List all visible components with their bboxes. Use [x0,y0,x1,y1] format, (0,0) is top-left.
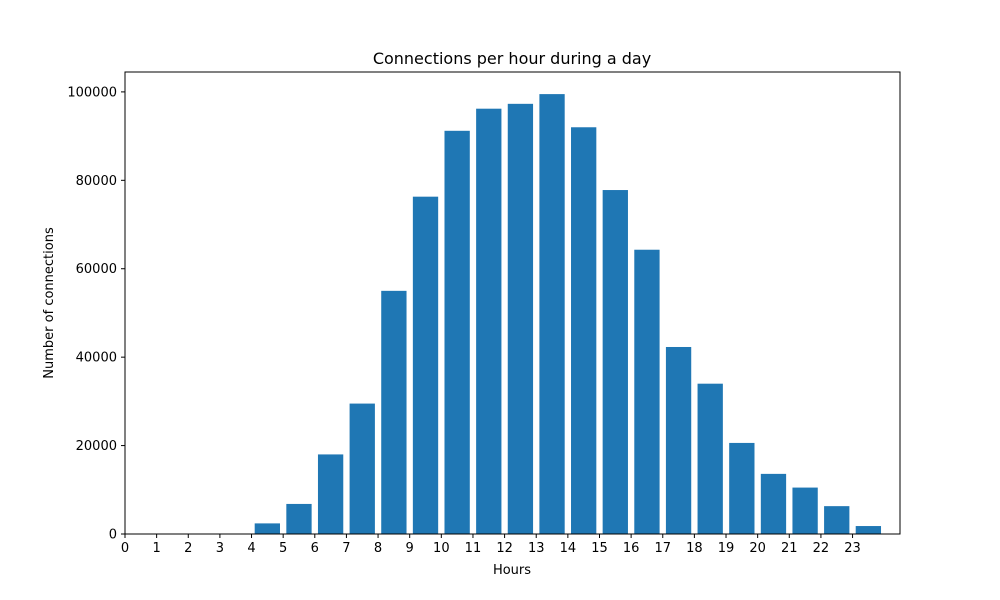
x-tick-label: 6 [311,541,319,556]
bar-hour-23 [855,526,882,534]
x-tick-label: 13 [528,541,545,556]
x-tick-label: 0 [121,541,129,556]
x-tick-label: 9 [406,541,414,556]
x-tick-label: 18 [686,541,703,556]
x-tick-label: 19 [718,541,735,556]
y-tick-label: 20000 [76,439,117,454]
x-tick-label: 3 [216,541,224,556]
x-tick-label: 11 [465,541,482,556]
x-tick-label: 17 [654,541,671,556]
bar-hour-13 [539,94,565,535]
y-axis-ticks: 0 20000 40000 60000 80000 100000 [67,85,125,543]
bar-hour-21 [792,487,818,534]
x-tick-label: 12 [496,541,513,556]
chart-title: Connections per hour during a day [373,49,651,68]
bar-hour-15 [602,190,628,534]
x-tick-label: 4 [247,541,255,556]
bar-hour-17 [665,346,692,534]
x-tick-label: 8 [374,541,382,556]
x-axis-ticks: 0 1 2 3 4 5 6 7 8 9 10 11 12 13 14 15 16 17 18 19 20 21 22 23 [121,534,861,556]
x-tick-label: 16 [623,541,640,556]
bar-hour-10 [444,130,470,535]
y-axis-label: Number of connections [42,227,57,379]
bar-hour-12 [507,103,534,535]
x-tick-label: 23 [844,541,861,556]
x-tick-label: 1 [152,541,160,556]
x-tick-label: 10 [433,541,450,556]
y-tick-label: 80000 [76,174,117,189]
x-tick-label: 5 [279,541,287,556]
bar-hour-6 [317,454,344,534]
bar-hour-14 [571,127,597,535]
x-tick-label: 21 [781,541,798,556]
bar-hour-22 [824,506,850,534]
bar-hour-20 [760,473,787,534]
x-tick-label: 2 [184,541,192,556]
bar-hour-18 [697,383,723,534]
x-tick-label: 22 [813,541,830,556]
plot-frame [124,71,901,535]
bar-hour-4 [254,523,280,534]
y-tick-label: 60000 [76,262,117,277]
bar-hour-7 [349,403,375,534]
x-tick-label: 15 [591,541,608,556]
bar-hour-16 [634,249,660,534]
bar-hour-5 [286,503,312,534]
y-tick-label: 100000 [67,85,117,100]
y-tick-label: 40000 [76,351,117,366]
bars-group [254,94,882,535]
bar-hour-11 [476,108,502,535]
bar-hour-8 [381,290,407,534]
bar-hour-19 [729,442,755,534]
bar-hour-9 [412,196,439,534]
x-axis-label: Hours [493,563,531,578]
x-tick-label: 7 [342,541,350,556]
x-tick-label: 14 [560,541,577,556]
x-tick-label: 20 [749,541,766,556]
y-tick-label: 0 [109,528,117,543]
